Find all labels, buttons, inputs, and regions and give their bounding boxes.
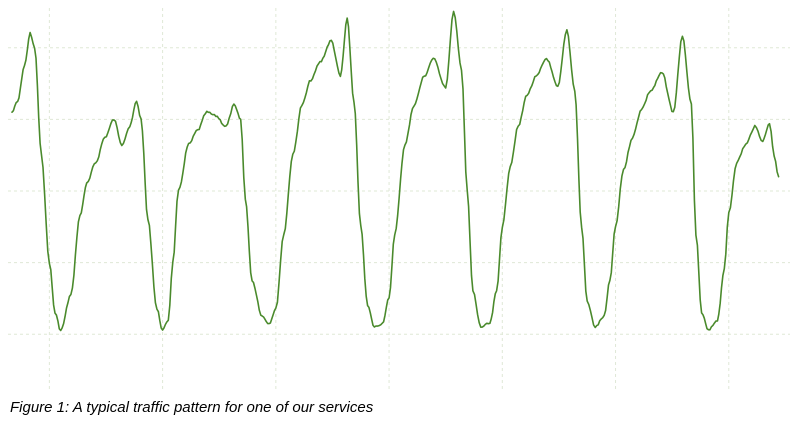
traffic-line-chart xyxy=(8,8,790,390)
traffic-series-line xyxy=(11,10,780,332)
figure-caption: Figure 1: A typical traffic pattern for … xyxy=(10,399,374,416)
